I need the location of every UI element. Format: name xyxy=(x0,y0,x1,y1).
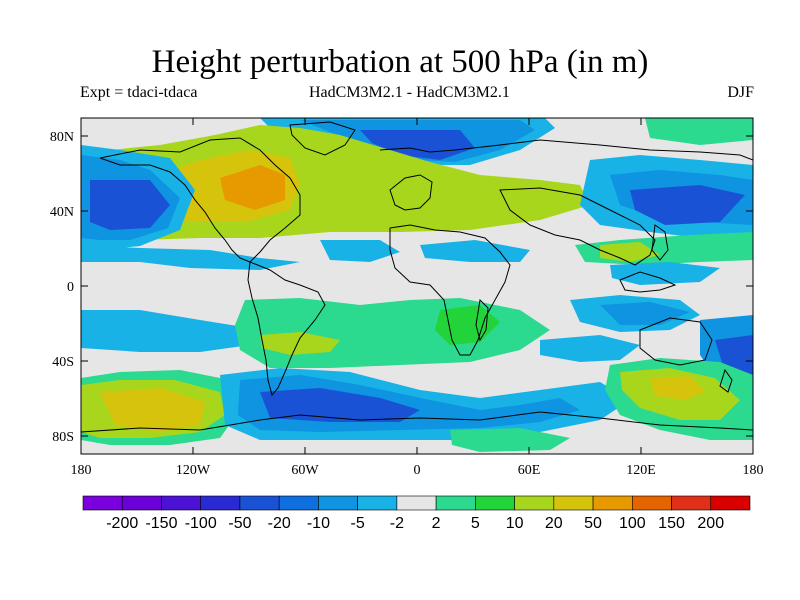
colorbar-label: -2 xyxy=(390,515,404,532)
colorbar-swatch xyxy=(200,495,241,511)
colorbar-swatch xyxy=(514,495,555,511)
lon-tick-label: 120E xyxy=(626,463,656,478)
lon-tick-label: 0 xyxy=(414,463,421,478)
colorbar-label: 2 xyxy=(432,515,441,532)
colorbar-swatch xyxy=(121,495,162,511)
colorbar-swatch xyxy=(82,495,123,511)
colorbar-swatch xyxy=(710,495,751,511)
lat-tick-label: 80N xyxy=(50,130,74,145)
colorbar-swatch xyxy=(161,495,202,511)
season-label: DJF xyxy=(727,84,754,101)
coastlines xyxy=(81,121,753,433)
axis-ticks xyxy=(80,118,754,454)
colorbar-label: -100 xyxy=(185,515,217,532)
anomaly-field xyxy=(81,118,753,454)
colorbar-label: 5 xyxy=(471,515,480,532)
lat-tick-label: 80S xyxy=(52,430,74,445)
lat-tick-label: 0 xyxy=(67,280,74,295)
colorbar-swatch xyxy=(553,495,594,511)
colorbar-label: -150 xyxy=(145,515,177,532)
colorbar-label: -10 xyxy=(307,515,330,532)
lon-tick-label: 60W xyxy=(291,463,319,478)
colorbar-label: 20 xyxy=(545,515,563,532)
colorbar: -200 -150 -100 -50 -20 -10 -5 -2 2 5 10 20 50 100 150 2… xyxy=(82,495,751,532)
colorbar-swatch xyxy=(631,495,672,511)
colorbar-swatch xyxy=(671,495,712,511)
colorbar-swatch xyxy=(475,495,515,511)
colorbar-label: 150 xyxy=(658,515,685,532)
lon-tick-label: 60E xyxy=(518,463,541,478)
colorbar-label: -50 xyxy=(228,515,251,532)
lon-tick-label: 120W xyxy=(176,463,211,478)
colorbar-swatch xyxy=(435,495,476,511)
colorbar-swatch xyxy=(278,495,319,511)
colorbar-label: 100 xyxy=(619,515,646,532)
colorbar-label: 200 xyxy=(697,515,724,532)
colorbar-swatch xyxy=(239,495,280,511)
colorbar-label: 10 xyxy=(506,515,524,532)
lon-tick-label: 180 xyxy=(743,463,764,478)
colorbar-label: 50 xyxy=(584,515,602,532)
colorbar-label: -20 xyxy=(268,515,291,532)
lat-tick-label: 40S xyxy=(52,355,74,370)
lon-tick-label: 180 xyxy=(71,463,92,478)
chart-title: Height perturbation at 500 hPa (in m) xyxy=(151,44,649,80)
colorbar-swatch xyxy=(357,495,398,511)
colorbar-label: -5 xyxy=(351,515,365,532)
experiment-label: Expt = tdaci-tdaca xyxy=(80,84,198,101)
colorbar-swatch xyxy=(318,495,358,511)
models-label: HadCM3M2.1 - HadCM3M2.1 xyxy=(309,84,510,101)
colorbar-swatch xyxy=(592,495,633,511)
colorbar-label: -200 xyxy=(106,515,138,532)
lat-tick-label: 40N xyxy=(50,205,74,220)
colorbar-swatch xyxy=(396,495,437,511)
